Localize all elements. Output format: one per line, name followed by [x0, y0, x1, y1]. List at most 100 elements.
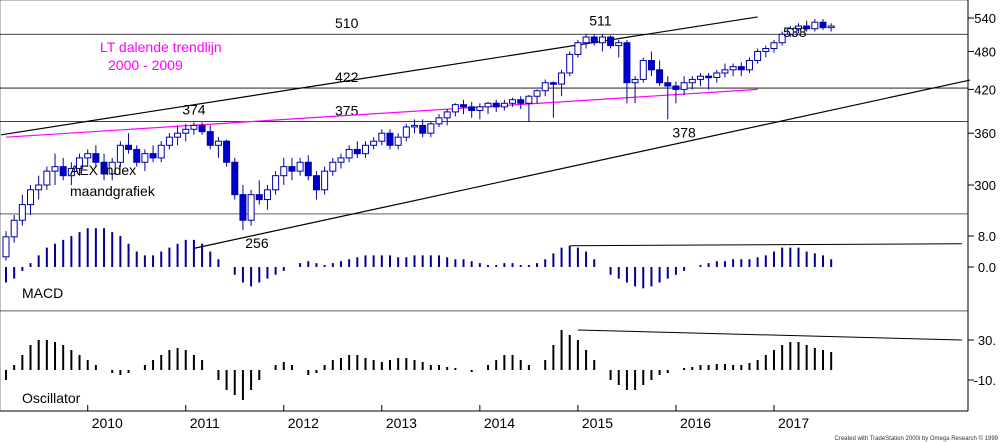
candle-up	[762, 48, 770, 52]
oscillator-label: Oscillator	[22, 390, 81, 406]
candle-down	[312, 175, 320, 191]
candle-up	[329, 161, 337, 172]
candle-up	[51, 166, 59, 172]
candle-down	[419, 124, 427, 134]
macd-label: MACD	[22, 285, 63, 301]
candle-up	[280, 166, 288, 177]
annotation-256: 256	[245, 235, 269, 251]
candle-down	[460, 104, 468, 108]
candle-up	[435, 117, 443, 125]
candle-up	[631, 78, 639, 84]
candle-up	[794, 25, 802, 30]
candle-down	[304, 161, 312, 177]
level-label-422: 422	[335, 69, 359, 85]
candle-down	[386, 132, 394, 146]
macd-divergence-line	[569, 243, 962, 247]
candle-up	[402, 126, 410, 138]
candle-up	[639, 59, 647, 80]
candle-up	[509, 99, 517, 104]
level-label-510: 510	[335, 15, 359, 31]
price-tick-label: 360	[974, 126, 996, 141]
candle-down	[100, 161, 108, 175]
trendline-label-1: LT dalende trendlijn	[100, 39, 222, 55]
candle-down	[803, 25, 811, 30]
annotation-374: 374	[182, 101, 206, 117]
candle-down	[92, 153, 100, 163]
year-label-2010: 2010	[92, 415, 123, 431]
candle-up	[370, 140, 378, 146]
price-tick-label: 300	[974, 178, 996, 193]
candle-down	[149, 153, 157, 159]
lower-channel-line	[193, 79, 971, 249]
candle-down	[125, 144, 133, 150]
candle-down	[664, 82, 672, 87]
candle-down	[206, 131, 214, 146]
oscillator-divergence-line	[577, 329, 962, 341]
candle-up	[778, 33, 786, 44]
price-tick-label: 480	[974, 44, 996, 59]
upper-channel-line	[1, 16, 758, 136]
candle-up	[566, 53, 574, 74]
candle-up	[827, 25, 835, 29]
chart-subtitle: maandgrafiek	[70, 183, 156, 199]
candle-up	[141, 153, 149, 163]
candle-up	[35, 184, 43, 191]
candle-up	[157, 144, 165, 159]
candle-down	[819, 21, 827, 29]
candle-up	[745, 59, 753, 71]
candle-up	[598, 36, 606, 44]
candle-down	[288, 166, 296, 172]
price-tick-label: 420	[974, 82, 996, 97]
candle-up	[10, 219, 18, 238]
candle-up	[525, 95, 533, 104]
candle-up	[754, 50, 762, 61]
oscillator-tick-label: 30.	[978, 333, 996, 348]
candle-up	[321, 170, 329, 191]
year-label-2016: 2016	[680, 415, 711, 431]
candle-down	[517, 99, 525, 104]
candle-up	[182, 128, 190, 134]
year-label-2011: 2011	[190, 415, 220, 431]
candle-up	[84, 153, 92, 159]
year-label-2014: 2014	[484, 415, 515, 431]
oscillator-tick-label: -10.	[974, 373, 996, 388]
candle-up	[615, 42, 623, 47]
candle-up	[247, 194, 255, 221]
candle-up	[27, 189, 35, 206]
candle-down	[623, 42, 631, 84]
candle-up	[558, 72, 566, 85]
candle-up	[411, 124, 418, 128]
candle-down	[549, 82, 557, 85]
annotation-511: 511	[589, 13, 612, 29]
candle-up	[574, 42, 582, 55]
candle-down	[705, 75, 713, 79]
candle-up	[696, 75, 704, 80]
candle-up	[361, 144, 369, 155]
candle-up	[680, 82, 688, 90]
candle-up	[484, 102, 492, 108]
candle-up	[811, 21, 819, 30]
credit-text: Created with TradeStation 2000i by Omega…	[834, 435, 998, 442]
chart-title: AEX Index	[70, 162, 136, 178]
candle-up	[2, 236, 10, 258]
candle-down	[59, 166, 67, 177]
candle-up	[165, 136, 173, 146]
macd-tick-label: 8.0	[978, 229, 996, 244]
candle-up	[582, 36, 590, 44]
candle-up	[337, 157, 345, 163]
macd-tick-label: 0.0	[978, 260, 996, 275]
candle-up	[116, 144, 124, 163]
candle-down	[255, 194, 263, 201]
candle-up	[770, 42, 778, 50]
candle-down	[231, 161, 239, 196]
candle-up	[378, 132, 386, 142]
candle-down	[492, 102, 500, 108]
candle-down	[353, 148, 361, 155]
candle-up	[214, 140, 222, 146]
candle-up	[76, 157, 84, 169]
candle-down	[656, 69, 664, 84]
candle-up	[541, 82, 549, 92]
candle-down	[239, 194, 247, 221]
candle-down	[672, 85, 680, 90]
